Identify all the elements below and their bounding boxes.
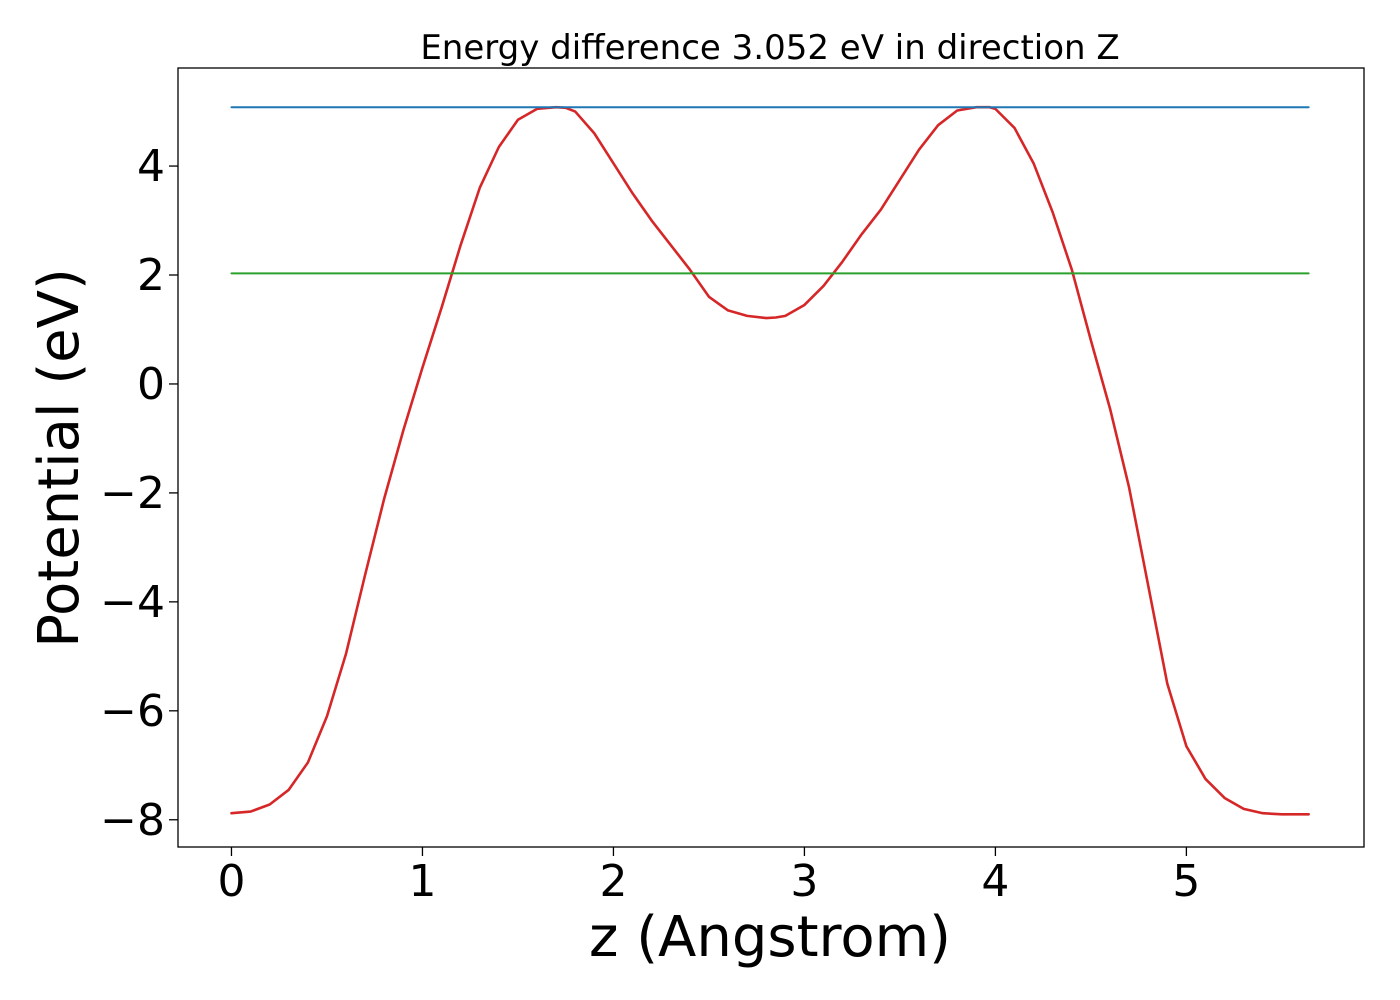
y-tick-label: −8 xyxy=(100,795,165,846)
y-tick-label: 2 xyxy=(137,250,165,301)
plot-area-frame xyxy=(177,67,1365,848)
y-tick-label: −2 xyxy=(100,468,165,519)
series-layer xyxy=(230,105,1310,816)
x-tick-label: 0 xyxy=(217,856,245,907)
x-tick-label: 3 xyxy=(790,856,818,907)
y-tick-label: 4 xyxy=(137,141,165,192)
y-tick-label: −6 xyxy=(100,686,165,737)
y-axis-label: Potential (eV) xyxy=(27,268,92,648)
x-tick-label: 2 xyxy=(599,856,627,907)
y-axis-ticks: −8 −6 −4 −2 0 2 4 xyxy=(100,141,178,846)
x-tick-label: 1 xyxy=(408,856,436,907)
x-axis-ticks: 0 1 2 3 4 5 xyxy=(217,847,1200,907)
x-axis-label: z (Angstrom) xyxy=(589,905,951,970)
x-tick-label: 4 xyxy=(981,856,1009,907)
x-tick-label: 5 xyxy=(1172,856,1200,907)
chart-title: Energy difference 3.052 eV in direction … xyxy=(420,28,1119,68)
y-tick-label: −4 xyxy=(100,577,165,628)
y-tick-label: 0 xyxy=(137,359,165,410)
potential-curve xyxy=(230,105,1310,816)
